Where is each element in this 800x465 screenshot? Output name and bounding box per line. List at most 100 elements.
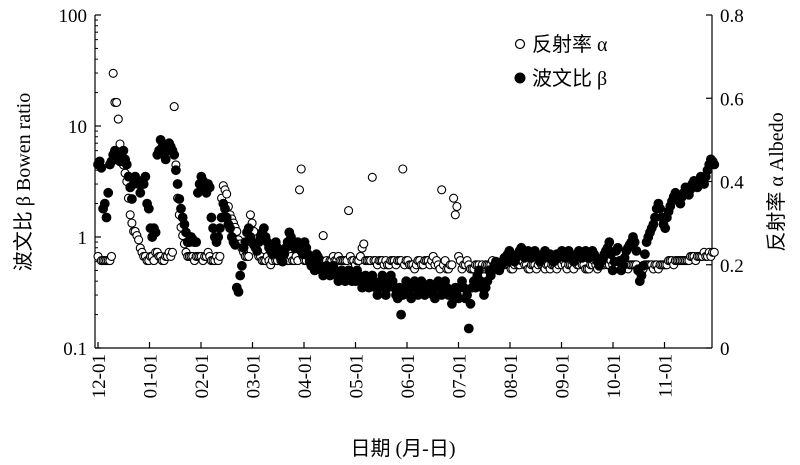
x-tick-label: 09-01 bbox=[553, 354, 574, 398]
right-y-ticks: 0 0.2 0.4 0.6 0.8 bbox=[706, 6, 744, 360]
albedo-point bbox=[215, 251, 225, 261]
bowen-ratio-point bbox=[233, 286, 244, 297]
albedo-point bbox=[318, 231, 328, 241]
bowen-ratio-point bbox=[258, 223, 269, 234]
bowen-ratio-point bbox=[474, 265, 484, 276]
albedo-point bbox=[112, 97, 122, 107]
albedo-point bbox=[398, 164, 408, 174]
bowen-ratio-point bbox=[140, 171, 151, 182]
bowen-ratio-point bbox=[636, 270, 647, 281]
albedo-point bbox=[169, 102, 179, 112]
x-tick-label: 05-01 bbox=[347, 354, 368, 398]
albedo-point bbox=[127, 218, 137, 228]
x-tick-label: 11-01 bbox=[656, 354, 677, 398]
bowen-ratio-point bbox=[243, 223, 254, 234]
legend-label-bowen: 波文比 β bbox=[532, 67, 607, 90]
bowen-ratio-point bbox=[640, 249, 650, 260]
bowen-ratio-point bbox=[135, 187, 146, 198]
bowen-ratio-point bbox=[236, 260, 247, 271]
left-y-tick-label: 10 bbox=[68, 117, 87, 138]
x-tick-label: 10-01 bbox=[604, 354, 625, 398]
bowen-ratio-point bbox=[179, 219, 190, 230]
right-y-tick-label: 0.8 bbox=[720, 6, 744, 27]
bowen-ratio-point bbox=[631, 245, 642, 256]
bowen-ratio-point bbox=[660, 223, 671, 234]
albedo-point bbox=[134, 235, 144, 245]
bowen-ratio-point bbox=[213, 232, 224, 242]
legend-marker-albedo bbox=[514, 38, 526, 50]
x-ticks: 12-01 01-01 02-01 03-01 04-01 05-01 06-01 07-01… bbox=[89, 342, 677, 398]
x-tick-label: 03-01 bbox=[244, 354, 265, 398]
bowen-ratio-point bbox=[638, 260, 649, 271]
bowen-ratio-point bbox=[99, 198, 110, 209]
bowen-ratio-point bbox=[463, 323, 474, 334]
bowen-ratio-point bbox=[607, 265, 618, 276]
albedo-point bbox=[447, 260, 457, 270]
albedo-point bbox=[709, 247, 719, 257]
legend: 反射率 α 波文比 β bbox=[514, 33, 608, 90]
bowen-ratio-point bbox=[313, 252, 323, 263]
x-tick-label: 06-01 bbox=[398, 354, 419, 398]
bowen-ratio-point bbox=[225, 223, 235, 234]
x-tick-label: 04-01 bbox=[295, 354, 316, 398]
bowen-ratio-point bbox=[103, 187, 114, 198]
left-y-tick-label: 100 bbox=[59, 6, 88, 27]
bowen-ratio-point bbox=[709, 159, 720, 170]
x-tick-label: 02-01 bbox=[192, 354, 213, 398]
bowen-ratio-point bbox=[170, 165, 181, 176]
bowen-ratio-point bbox=[618, 260, 628, 271]
right-y-tick-label: 0.4 bbox=[720, 173, 744, 194]
bowen-ratio-point bbox=[214, 223, 225, 234]
bowen-ratio-point bbox=[169, 149, 180, 160]
bowen-ratio-point bbox=[160, 154, 171, 165]
bowen-ratio-point bbox=[96, 162, 107, 173]
bowen-ratio-point bbox=[235, 270, 246, 281]
albedo-point bbox=[125, 210, 135, 220]
left-y-tick-label: 0.1 bbox=[63, 339, 87, 360]
bowen-ratio-point bbox=[191, 237, 202, 247]
bowen-ratio-point bbox=[150, 227, 161, 238]
bowen-ratio-point bbox=[629, 237, 640, 247]
bowen-ratio-point bbox=[462, 290, 472, 300]
albedo-point bbox=[296, 164, 306, 174]
albedo-point bbox=[113, 114, 123, 124]
albedo-point bbox=[245, 210, 255, 220]
albedo-point bbox=[452, 201, 462, 212]
left-y-axis-title: 波文比 β Bowen ratio bbox=[12, 93, 35, 272]
legend-label-albedo: 反射率 α bbox=[532, 33, 608, 56]
bowen-ratio-point bbox=[612, 242, 623, 253]
albedo-point bbox=[344, 206, 354, 216]
right-y-tick-label: 0.2 bbox=[720, 256, 744, 277]
albedo-point bbox=[437, 185, 447, 195]
x-tick-label: 12-01 bbox=[89, 354, 110, 398]
bowen-ratio-point bbox=[176, 203, 186, 214]
left-y-ticks: 0.1 1 10 100 bbox=[59, 6, 101, 360]
legend-marker-bowen bbox=[514, 72, 526, 84]
bowen-ratio-point bbox=[655, 203, 665, 214]
series-bowen-ratio bbox=[93, 134, 720, 334]
bowen-ratio-point bbox=[143, 203, 154, 214]
albedo-point bbox=[367, 172, 377, 182]
x-tick-label: 08-01 bbox=[501, 354, 522, 398]
bowen-ratio-point bbox=[126, 194, 137, 204]
bowen-ratio-point bbox=[118, 145, 129, 156]
albedo-point bbox=[359, 239, 369, 249]
albedo-point bbox=[449, 193, 459, 203]
bowen-ratio-point bbox=[204, 182, 215, 193]
bowen-ratio-point bbox=[174, 194, 185, 204]
albedo-point bbox=[294, 185, 305, 195]
bowen-ratio-point bbox=[252, 245, 263, 256]
bowen-ratio-point bbox=[230, 239, 240, 250]
bowen-ratio-point bbox=[101, 212, 112, 223]
bowen-ratio-point bbox=[172, 179, 183, 189]
albedo-point bbox=[106, 251, 117, 261]
x-axis-title: 日期 (月-日) bbox=[351, 438, 456, 460]
bowen-ratio-point bbox=[206, 212, 217, 223]
albedo-point bbox=[450, 210, 460, 220]
bowen-ratio-point bbox=[121, 159, 132, 170]
albedo-point bbox=[222, 189, 232, 199]
right-y-tick-label: 0.6 bbox=[720, 89, 744, 110]
albedo-point bbox=[167, 247, 178, 257]
albedo-point bbox=[108, 68, 118, 78]
